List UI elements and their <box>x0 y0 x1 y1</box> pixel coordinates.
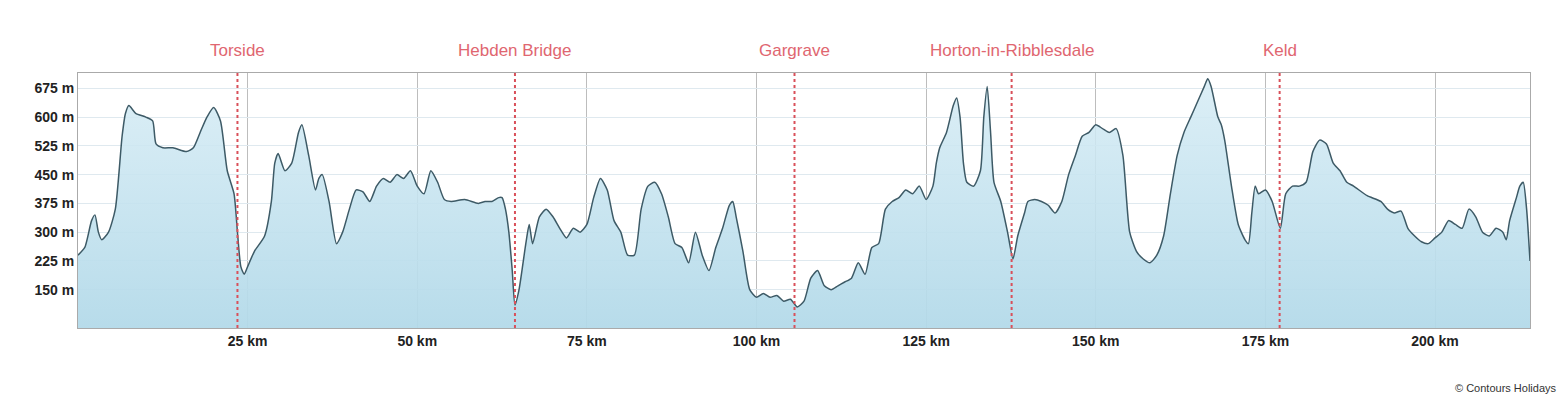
svg-text:225 m: 225 m <box>34 253 74 269</box>
svg-text:150 km: 150 km <box>1072 333 1119 349</box>
svg-text:75 km: 75 km <box>567 333 607 349</box>
svg-text:Horton-in-Ribblesdale: Horton-in-Ribblesdale <box>930 41 1094 60</box>
svg-text:Hebden Bridge: Hebden Bridge <box>458 41 571 60</box>
svg-text:Torside: Torside <box>210 41 265 60</box>
svg-text:175 km: 175 km <box>1242 333 1289 349</box>
svg-text:© Contours Holidays: © Contours Holidays <box>1455 382 1557 394</box>
svg-text:Gargrave: Gargrave <box>759 41 830 60</box>
svg-text:100 km: 100 km <box>733 333 780 349</box>
svg-text:675 m: 675 m <box>34 80 74 96</box>
svg-text:375 m: 375 m <box>34 195 74 211</box>
svg-text:525 m: 525 m <box>34 138 74 154</box>
svg-text:Keld: Keld <box>1263 41 1297 60</box>
svg-text:300 m: 300 m <box>34 224 74 240</box>
svg-text:25 km: 25 km <box>228 333 268 349</box>
svg-text:450 m: 450 m <box>34 167 74 183</box>
svg-text:200 km: 200 km <box>1411 333 1458 349</box>
svg-text:150 m: 150 m <box>34 282 74 298</box>
svg-text:125 km: 125 km <box>902 333 949 349</box>
svg-text:600 m: 600 m <box>34 109 74 125</box>
svg-text:50 km: 50 km <box>397 333 437 349</box>
